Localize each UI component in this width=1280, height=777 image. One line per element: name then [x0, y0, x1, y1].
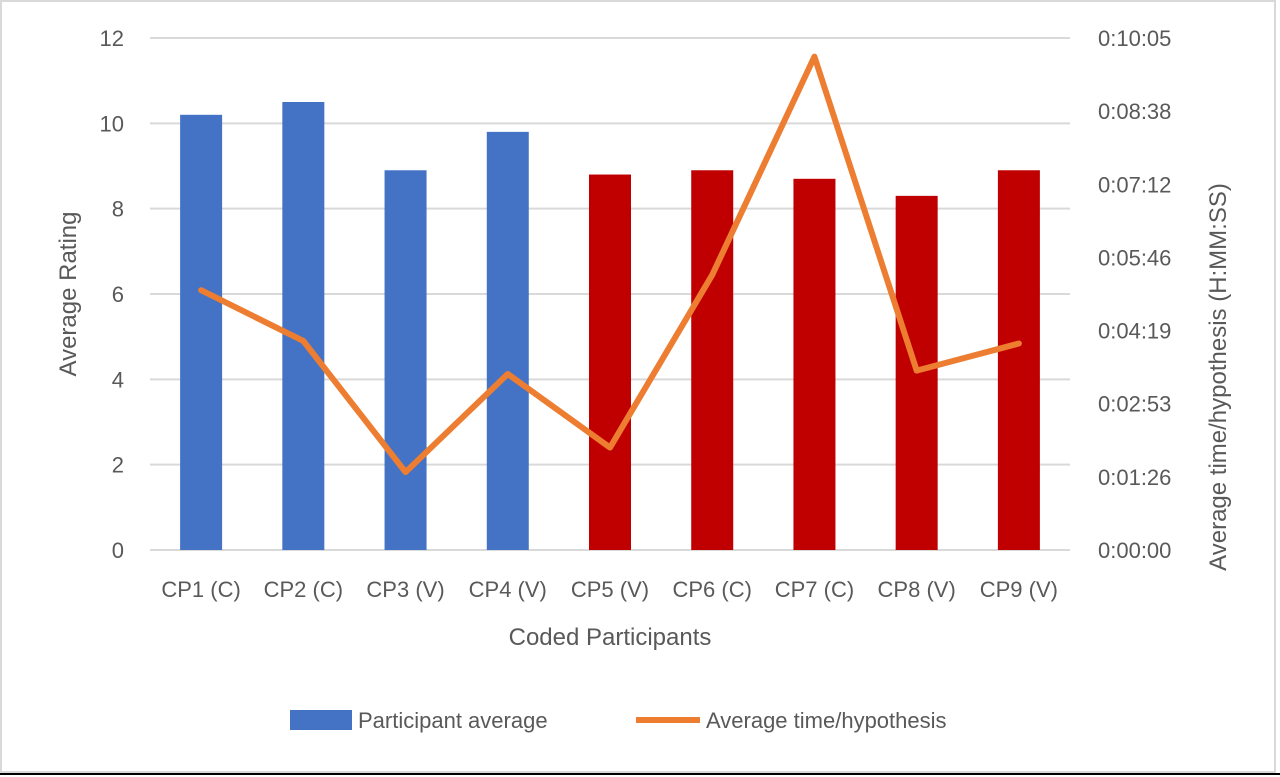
y-tick-label: 12 [100, 26, 124, 51]
bar-cp7-c [793, 178, 836, 551]
time-line [198, 53, 1022, 476]
x-axis-title: Coded Participants [509, 624, 712, 651]
bar-cp3-v [384, 170, 427, 550]
y2-tick-label: 0:08:38 [1098, 99, 1171, 124]
legend-label-average-time: Average time/hypothesis [706, 708, 947, 733]
y2-tick-label: 0:02:53 [1098, 392, 1171, 417]
bars [180, 102, 1040, 551]
legend-swatch-participant-average [290, 710, 352, 730]
bar-cp4-v [486, 131, 529, 550]
y-tick-label: 4 [112, 367, 124, 392]
legend: Participant average Average time/hypothe… [290, 708, 947, 733]
x-axis-ticks: CP1 (C) CP2 (C) CP3 (V) CP4 (V) CP5 (V) CP6 (… [161, 577, 1058, 602]
x-tick-label: CP6 (C) [672, 577, 751, 602]
x-tick-label: CP5 (V) [571, 577, 649, 602]
y-axis-title: Average Rating [55, 212, 82, 377]
x-tick-label: CP4 (V) [469, 577, 547, 602]
right-axis-ticks: 0:00:00 0:01:26 0:02:53 0:04:19 0:05:46 0:07:… [1098, 26, 1171, 563]
y-tick-label: 8 [112, 197, 124, 222]
x-tick-label: CP2 (C) [264, 577, 343, 602]
x-tick-label: CP7 (C) [775, 577, 854, 602]
y2-axis-title: Average time/hypothesis (H:MM:SS) [1205, 183, 1232, 571]
y-tick-label: 6 [112, 282, 124, 307]
x-tick-label: CP3 (V) [366, 577, 444, 602]
bar-cp1-c [180, 114, 223, 551]
y2-tick-label: 0:00:00 [1098, 538, 1171, 563]
legend-label-participant-average: Participant average [358, 708, 548, 733]
y-tick-label: 10 [100, 111, 124, 136]
bar-cp9-v [997, 170, 1040, 550]
x-tick-label: CP8 (V) [878, 577, 956, 602]
bar-cp5-v [589, 174, 631, 551]
x-tick-label: CP1 (C) [161, 577, 240, 602]
bar-cp2-c [282, 102, 325, 550]
series-line-average-time [198, 53, 1022, 476]
left-axis-ticks: 0 2 4 6 8 10 12 [100, 26, 124, 563]
bar-cp6-c [691, 170, 734, 550]
bottom-rule [0, 773, 1280, 775]
x-tick-label: CP9 (V) [980, 577, 1058, 602]
y2-tick-label: 0:01:26 [1098, 465, 1171, 490]
y2-tick-label: 0:05:46 [1098, 245, 1171, 270]
y2-tick-label: 0:10:05 [1098, 26, 1171, 51]
y-tick-label: 2 [112, 453, 124, 478]
y2-tick-label: 0:07:12 [1098, 172, 1171, 197]
y2-tick-label: 0:04:19 [1098, 319, 1171, 344]
y-tick-label: 0 [112, 538, 124, 563]
